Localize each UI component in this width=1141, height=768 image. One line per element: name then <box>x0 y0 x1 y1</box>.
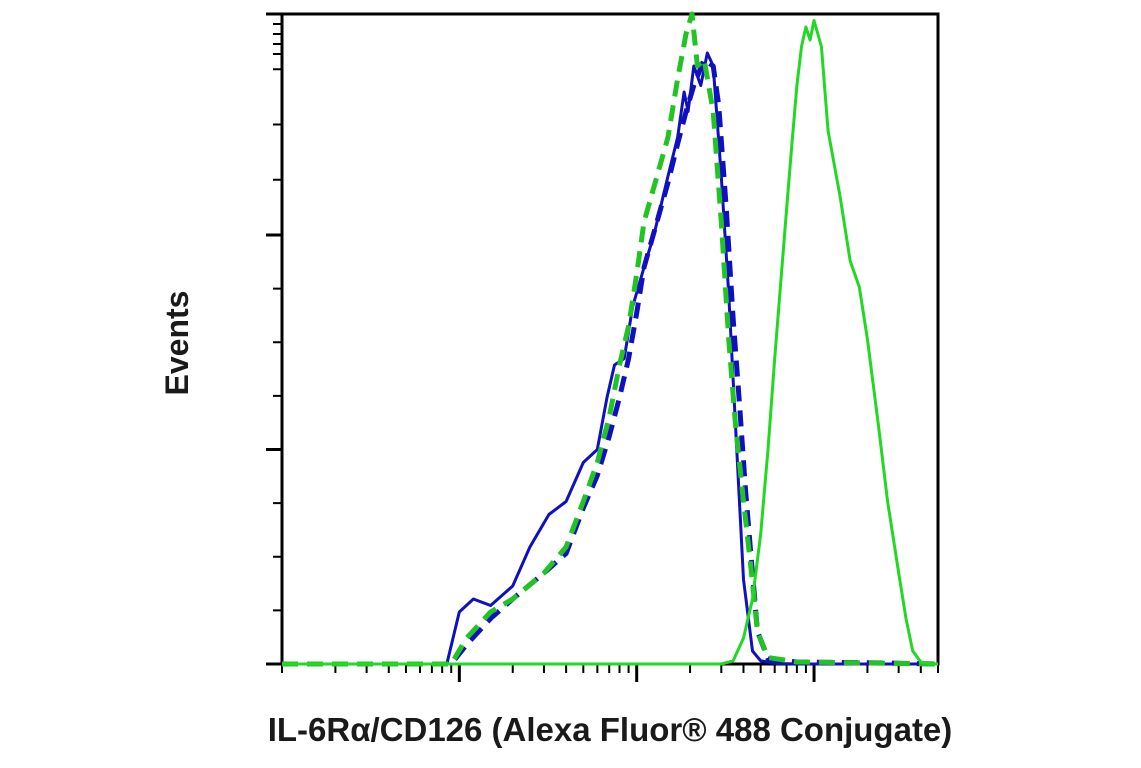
series-layer <box>282 11 939 667</box>
y-axis-label: Events <box>159 291 195 396</box>
plot-frame <box>280 12 940 666</box>
series-line-2 <box>282 57 939 667</box>
x-axis-label: IL-6Rα/CD126 (Alexa Fluor® 488 Conjugate… <box>268 711 953 748</box>
series-line-4 <box>282 19 938 666</box>
series-line-1 <box>282 51 938 666</box>
x-axis-ticks <box>281 664 939 682</box>
series-line-3 <box>282 11 939 667</box>
y-axis-ticks <box>266 12 282 666</box>
